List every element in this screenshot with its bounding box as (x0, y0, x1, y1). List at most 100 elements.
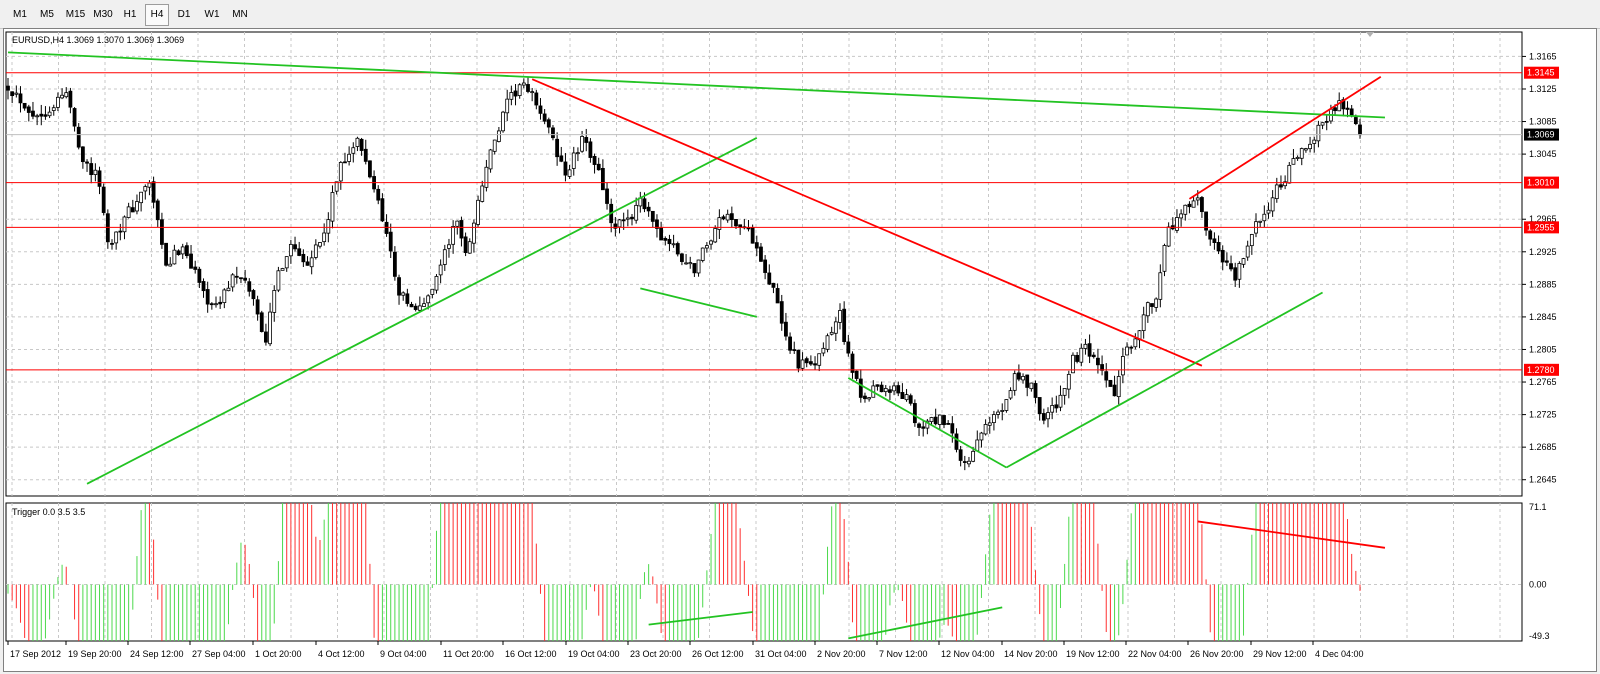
candle-body (155, 200, 160, 221)
candle-body (264, 331, 268, 343)
support-trend-line[interactable] (86, 137, 758, 485)
candle-body (205, 289, 210, 305)
candle-body (297, 248, 302, 256)
time-tick-label: 31 Oct 04:00 (755, 649, 807, 659)
candle-body (1312, 139, 1317, 144)
candle-body (1274, 184, 1279, 200)
candle-body (442, 249, 447, 265)
candle-body (987, 422, 992, 426)
indicator-green-divergence-1[interactable] (648, 611, 753, 626)
candle-body (459, 220, 464, 239)
time-tick-label: 2 Nov 20:00 (817, 649, 866, 659)
candle-body (463, 236, 468, 253)
candle-body (779, 301, 784, 324)
candle-body (642, 198, 647, 210)
trend-lines[interactable] (7, 51, 1386, 485)
candle-body (1116, 376, 1121, 398)
price-tick-label: 1.2925 (1529, 247, 1557, 257)
candle-body (1066, 373, 1071, 390)
candle-body (243, 277, 248, 281)
uptrend-line[interactable] (1005, 291, 1323, 469)
candle-body (218, 301, 223, 305)
candle-body (1091, 354, 1096, 358)
candle-body (422, 303, 426, 307)
timeframe-m30-button[interactable]: M30 (93, 9, 113, 20)
indicator-tick-label: -49.3 (1529, 631, 1550, 641)
time-axis: 17 Sep 2012 19 Sep 20:00 24 Sep 12:00 27 Se… (7, 641, 1364, 659)
candle-body (1104, 371, 1109, 381)
indicator-green-divergence-2[interactable] (848, 606, 1003, 640)
candle-body (1216, 242, 1221, 252)
candle-body (143, 186, 148, 192)
candle-body (875, 384, 880, 387)
candle-body (1224, 260, 1229, 263)
candle-body (721, 216, 726, 220)
candle-body (1237, 263, 1242, 280)
low-line-1[interactable] (847, 377, 1007, 469)
timeframe-d1-button[interactable]: D1 (177, 9, 191, 20)
candle-body (1071, 354, 1075, 374)
candle-body (380, 198, 385, 222)
candle-body (455, 220, 460, 227)
candle-body (1075, 354, 1080, 362)
time-tick-label: 17 Sep 2012 (10, 649, 61, 659)
candle-body (359, 138, 364, 151)
candle-body (1129, 346, 1134, 349)
time-tick-label: 16 Oct 12:00 (505, 649, 557, 659)
candle-body (788, 336, 792, 351)
timeframe-toolbar: M1 M5 M15 M30 H1 H4 D1 W1 MN (0, 0, 1600, 29)
candle-body (114, 231, 119, 244)
candle-body (1125, 346, 1129, 356)
candle-body (56, 96, 60, 108)
timeframe-m1-button[interactable]: M1 (13, 9, 27, 20)
timeframe-h4-button[interactable]: H4 (145, 4, 169, 26)
candle-body (1337, 100, 1342, 112)
candle-body (226, 287, 231, 292)
candle-body (530, 91, 535, 94)
timeframe-w1-button[interactable]: W1 (204, 9, 220, 20)
indicator-divergence-lines[interactable] (648, 520, 1386, 640)
candle-body (750, 227, 755, 244)
channel-line[interactable] (640, 287, 758, 318)
candle-body (663, 238, 668, 241)
timeframe-m5-button[interactable]: M5 (40, 9, 54, 20)
candle-body (625, 217, 630, 220)
timeframe-h1-button[interactable]: H1 (123, 9, 137, 20)
candle-body (584, 137, 589, 143)
candle-body (1316, 124, 1321, 142)
candle-body (293, 244, 297, 250)
timeframe-m15-button[interactable]: M15 (65, 9, 86, 20)
candle-body (1299, 148, 1304, 159)
candle-body (754, 242, 759, 249)
candle-body (838, 310, 842, 323)
candle-body (784, 321, 788, 337)
candle-body (164, 242, 168, 266)
chart-canvas[interactable]: 1.3165 1.3125 1.3085 1.3045 1.2965 1.2925 1.28… (4, 29, 1596, 671)
candle-body (18, 93, 23, 104)
candle-body (309, 257, 314, 268)
candle-body (1353, 117, 1358, 125)
candle-body (1004, 399, 1009, 411)
candle-body (1037, 397, 1042, 415)
timeframe-mn-button[interactable]: MN (232, 9, 248, 20)
price-tick-label: 1.3085 (1529, 117, 1557, 127)
resistance-trend-line[interactable] (1188, 76, 1382, 200)
candle-body (60, 94, 64, 99)
shift-marker-icon[interactable] (1366, 32, 1374, 37)
candle-body (434, 276, 439, 291)
candle-body (484, 166, 489, 188)
candle-body (201, 281, 206, 292)
long-trend-line[interactable] (7, 51, 1386, 119)
candle-body (492, 139, 497, 152)
candle-body (1021, 376, 1025, 381)
price-tick-label: 1.3165 (1529, 51, 1557, 61)
candle-body (1283, 181, 1288, 187)
candle-body (892, 385, 896, 392)
candle-body (1120, 356, 1125, 376)
candle-body (617, 219, 622, 228)
candle-body (1154, 298, 1159, 308)
indicator-red-divergence[interactable] (1197, 520, 1386, 549)
price-axis: 1.3165 1.3125 1.3085 1.3045 1.2965 1.2925 1.28… (1522, 51, 1557, 485)
time-tick-label: 9 Oct 04:00 (380, 649, 427, 659)
downtrend-line[interactable] (531, 78, 1203, 367)
